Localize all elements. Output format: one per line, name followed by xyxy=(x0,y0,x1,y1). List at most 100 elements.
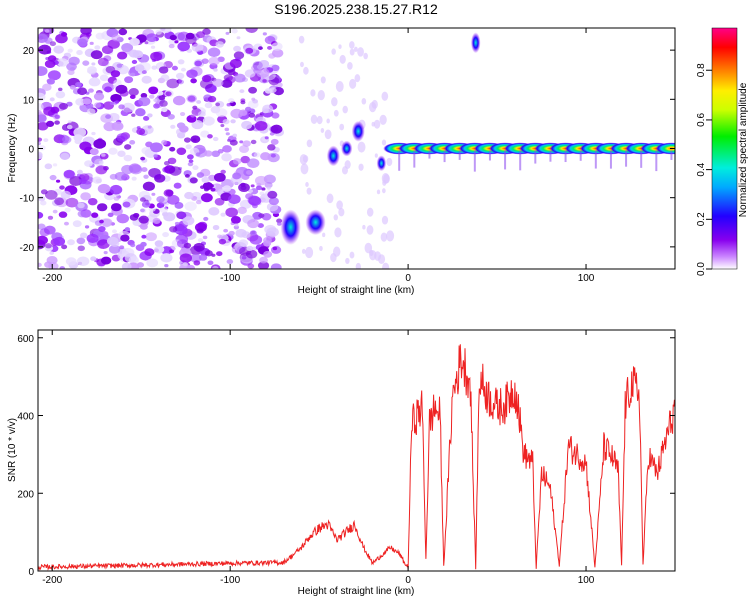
noise-speckle xyxy=(148,86,159,95)
noise-speckle xyxy=(213,172,226,182)
noise-speckle xyxy=(55,179,61,183)
noise-speckle xyxy=(158,91,164,96)
echo-tail xyxy=(564,150,567,163)
snr-ticks: -200 -100 0 100 0 200 400 600 xyxy=(17,330,675,586)
noise-speckle xyxy=(120,234,130,242)
noise-speckle xyxy=(197,238,204,243)
noise-speckle xyxy=(69,175,83,186)
noise-speckle xyxy=(277,222,282,226)
noise-speckle xyxy=(150,45,156,49)
snr-line xyxy=(38,344,675,571)
colorbar-tick-label: 0.6 xyxy=(696,113,707,127)
noise-speckle xyxy=(179,125,189,133)
noise-speckle xyxy=(224,127,230,132)
noise-speckle xyxy=(143,174,149,179)
noise-speckle xyxy=(118,28,128,36)
y-tick-label: 600 xyxy=(17,334,34,345)
colorbar: 0.0 0.2 0.4 0.6 0.8 Normalized spectral ampl… xyxy=(696,27,749,276)
noise-speckle xyxy=(201,176,210,184)
noise-speckle xyxy=(245,28,258,33)
noise-speckle xyxy=(66,124,73,130)
noise-speckle xyxy=(256,67,270,78)
echo-tail xyxy=(428,150,431,159)
noise-speckle xyxy=(233,45,241,52)
noise-speckle xyxy=(76,169,83,175)
noise-speckle xyxy=(322,232,326,238)
echo-tail xyxy=(594,150,597,169)
noise-speckle xyxy=(305,181,309,187)
noise-speckle xyxy=(77,210,87,218)
noise-speckle xyxy=(192,165,199,171)
x-tick-label: 100 xyxy=(578,575,595,586)
noise-speckle xyxy=(114,171,127,181)
echo-tail xyxy=(579,150,582,161)
noise-speckle xyxy=(298,35,305,44)
noise-speckle xyxy=(161,139,168,145)
noise-speckle xyxy=(95,165,108,175)
noise-speckle xyxy=(249,235,263,245)
noise-speckle xyxy=(349,48,355,56)
noise-speckle xyxy=(187,95,196,102)
noise-speckle xyxy=(248,112,256,118)
noise-speckle xyxy=(190,135,201,144)
noise-speckle xyxy=(195,200,202,205)
noise-speckle xyxy=(169,166,182,176)
noise-speckle xyxy=(160,74,170,82)
noise-speckle xyxy=(179,263,192,269)
noise-speckle xyxy=(169,226,178,233)
noise-speckle xyxy=(185,35,197,45)
noise-speckle xyxy=(184,201,197,212)
noise-speckle xyxy=(60,31,68,37)
noise-speckle xyxy=(228,230,235,236)
noise-speckle xyxy=(109,184,123,195)
echo-return xyxy=(326,145,340,167)
noise-speckle xyxy=(259,256,268,264)
noise-speckle xyxy=(100,256,112,265)
noise-speckle xyxy=(260,152,271,161)
noise-speckle xyxy=(225,207,239,218)
noise-speckle xyxy=(94,158,104,167)
x-tick-label: 0 xyxy=(405,273,411,284)
noise-speckle xyxy=(159,206,168,214)
noise-speckle xyxy=(270,124,283,134)
noise-speckle xyxy=(116,133,128,142)
noise-speckle xyxy=(276,218,283,224)
noise-speckle xyxy=(105,114,111,119)
noise-speckle xyxy=(239,140,244,144)
noise-speckle xyxy=(223,228,229,233)
noise-speckle xyxy=(187,162,194,167)
noise-speckle xyxy=(140,208,145,213)
noise-speckle xyxy=(88,77,101,87)
noise-speckle xyxy=(189,253,202,263)
noise-speckle xyxy=(163,189,174,197)
noise-speckle xyxy=(357,47,364,57)
noise-speckle xyxy=(39,228,50,237)
noise-speckle xyxy=(53,236,66,246)
noise-speckle xyxy=(215,108,228,118)
noise-speckle xyxy=(54,197,65,206)
noise-speckle xyxy=(140,241,147,247)
noise-speckle xyxy=(310,89,316,97)
noise-speckle xyxy=(215,41,225,48)
noise-speckle xyxy=(269,87,277,94)
noise-speckle xyxy=(379,114,387,125)
noise-speckle xyxy=(238,145,250,154)
noise-speckle xyxy=(154,240,164,247)
noise-speckle xyxy=(364,242,373,254)
noise-speckle xyxy=(76,256,90,267)
noise-speckle xyxy=(207,134,213,139)
noise-speckle xyxy=(179,253,193,263)
noise-speckle xyxy=(317,89,325,101)
noise-speckle xyxy=(183,137,191,143)
echo-tail xyxy=(519,150,522,171)
noise-speckle xyxy=(44,261,53,268)
noise-speckle xyxy=(47,55,57,62)
noise-speckle xyxy=(38,223,46,230)
noise-speckle xyxy=(267,45,273,50)
noise-speckle xyxy=(357,141,366,153)
noise-speckle xyxy=(215,102,221,107)
noise-speckle xyxy=(248,189,254,193)
noise-speckle xyxy=(250,184,255,188)
noise-speckle xyxy=(102,82,115,92)
